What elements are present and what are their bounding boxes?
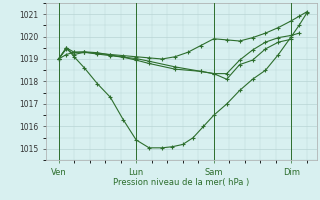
X-axis label: Pression niveau de la mer( hPa ): Pression niveau de la mer( hPa )	[113, 178, 250, 187]
